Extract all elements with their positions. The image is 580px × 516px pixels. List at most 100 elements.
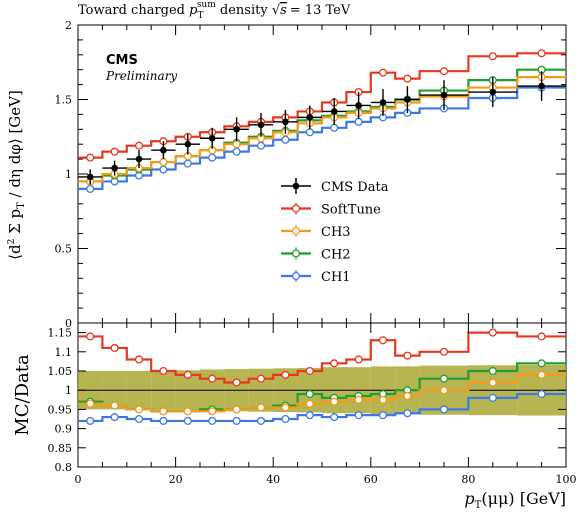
ratio-point-softtune	[134, 355, 144, 364]
main-plot-area	[78, 49, 566, 193]
x-tick-label: 0	[75, 473, 82, 486]
ratio-point-softtune	[86, 332, 95, 341]
ratio-y-tick-label: 1.15	[48, 327, 73, 340]
point-softtune	[378, 68, 388, 77]
legend-label-ch1: CH1	[321, 270, 351, 285]
legend-marker-softtune	[291, 204, 301, 213]
ratio-point-ch3	[86, 399, 95, 408]
ratio-point-ch1	[232, 416, 241, 425]
ratio-point-ch1	[183, 416, 192, 425]
data-point	[404, 96, 411, 103]
legend-marker-ch1	[291, 271, 301, 281]
ratio-point-ch3	[354, 395, 363, 404]
ratio-point-ch2	[439, 374, 449, 383]
ratio-point-softtune	[110, 343, 119, 353]
point-softtune	[86, 153, 95, 162]
status-label: Preliminary	[105, 69, 177, 83]
legend-marker-ch3	[291, 226, 301, 236]
x-tick-label: 20	[169, 473, 183, 486]
x-axis: 0 20 40 60 80 100	[75, 25, 577, 486]
point-ch1	[305, 128, 314, 137]
ratio-point-softtune	[183, 370, 192, 379]
ratio-point-softtune	[232, 378, 241, 387]
legend-label-softtune: SoftTune	[321, 203, 381, 218]
point-softtune	[403, 74, 412, 83]
ratio-point-softtune	[159, 366, 168, 376]
ratio-point-softtune	[439, 347, 449, 356]
y-tick-label: 2	[65, 19, 72, 32]
data-point	[379, 99, 387, 106]
ratio-point-ch3	[378, 395, 388, 404]
ratio-point-ch3	[134, 405, 144, 414]
ratio-y-tick-label: 1.05	[48, 365, 73, 378]
ratio-point-softtune	[537, 332, 546, 341]
point-softtune	[439, 67, 449, 76]
legend-label-ch2: CH2	[321, 248, 351, 263]
data-point	[208, 134, 216, 142]
ratio-plot-area	[78, 328, 566, 425]
data-point	[330, 108, 338, 115]
ratio-y-tick-label: 0.9	[55, 423, 73, 436]
ratio-point-softtune	[208, 374, 217, 383]
ratio-y-axis-label: MC/Data	[12, 354, 33, 436]
ratio-point-ch1	[378, 411, 388, 420]
ratio-y-tick-label: 0.85	[48, 442, 73, 455]
ratio-point-ch1	[208, 416, 217, 425]
ratio-point-ch3	[232, 405, 241, 414]
x-tick-label: 60	[364, 473, 378, 486]
ratio-point-ch1	[439, 405, 449, 414]
ratio-point-ch2	[488, 366, 497, 376]
ratio-point-ch1	[403, 409, 412, 418]
y-tick-label: 0	[65, 317, 72, 330]
ratio-point-ch1	[110, 413, 119, 422]
ratio-point-ch3	[537, 370, 546, 379]
data-point	[111, 164, 118, 172]
ratio-point-softtune	[488, 328, 497, 337]
ratio-point-ch3	[208, 407, 217, 416]
ratio-y-tick-label: 1	[65, 384, 72, 397]
ratio-point-softtune	[256, 374, 266, 383]
point-softtune	[488, 52, 497, 61]
data-point	[538, 82, 545, 90]
ratio-point-ch3	[305, 399, 314, 408]
y-tick-label: 1.5	[55, 94, 73, 107]
y-tick-label: 1	[65, 168, 72, 181]
ratio-point-ch1	[330, 413, 339, 422]
legend: CMS Data SoftTune CH3 CH2 CH1	[281, 178, 389, 285]
data-point	[160, 146, 167, 154]
ratio-point-ch1	[256, 416, 266, 425]
ratio-point-ch1	[537, 389, 546, 399]
data-point	[184, 140, 192, 148]
point-ch1	[256, 141, 266, 150]
main-y-axis: 0 0.5 1 1.5 2	[55, 19, 566, 330]
point-softtune	[110, 147, 119, 156]
ratio-point-softtune	[354, 355, 363, 364]
point-softtune	[134, 141, 144, 150]
ratio-point-ch1	[305, 411, 314, 420]
x-axis-label: pT(μμ) [GeV]	[464, 489, 566, 511]
ratio-point-ch3	[330, 397, 339, 406]
point-ch1	[281, 135, 290, 144]
ratio-y-axis: 0.8 0.85 0.9 0.95 1 1.05 1.1 1.15	[48, 327, 566, 474]
point-ch3	[232, 140, 241, 149]
legend-marker-ch2	[291, 249, 301, 258]
ratio-point-ch1	[86, 416, 95, 425]
ratio-y-tick-label: 1.1	[55, 346, 73, 359]
ratio-point-ch3	[403, 391, 412, 401]
point-ch3	[159, 158, 168, 167]
point-ch1	[208, 153, 217, 162]
main-y-axis-label: ⟨d2 Σ pT / dη dφ⟩ [GeV]	[6, 90, 27, 260]
ratio-y-tick-label: 0.95	[48, 403, 73, 416]
x-tick-label: 100	[556, 473, 577, 486]
ratio-point-softtune	[378, 336, 388, 345]
point-ch1	[330, 123, 339, 132]
ratio-point-ch1	[281, 414, 290, 424]
point-ch1	[86, 184, 95, 193]
legend-marker-cms-data	[292, 182, 300, 190]
ratio-point-softtune	[305, 366, 314, 376]
ratio-point-ch1	[134, 414, 144, 424]
chart-title: Toward charged pTsum density √s = 13 TeV	[78, 0, 351, 21]
experiment-label: CMS	[106, 53, 138, 68]
ratio-point-ch3	[256, 403, 266, 412]
ratio-point-softtune	[403, 351, 412, 360]
